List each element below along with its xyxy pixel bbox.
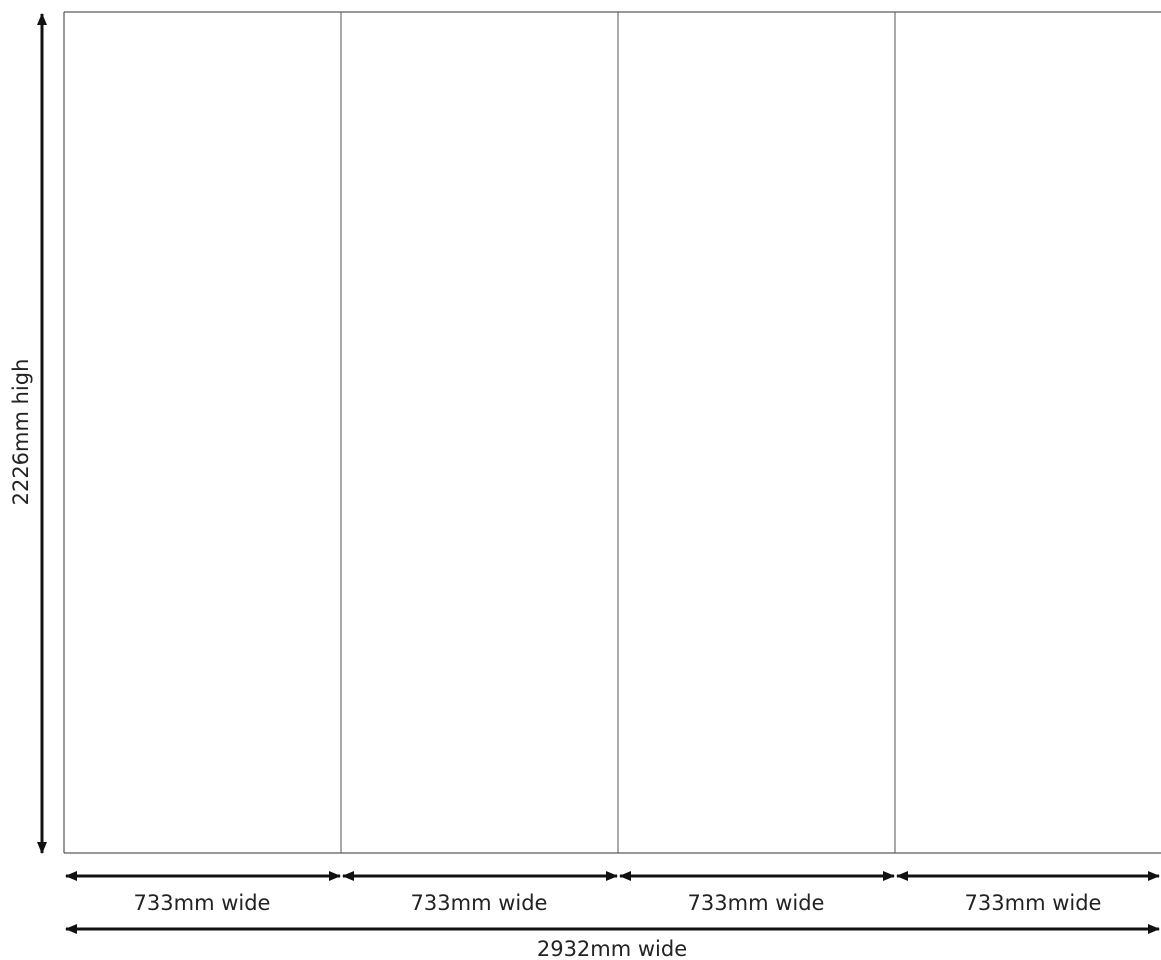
panel-3-width-label: 733mm wide xyxy=(688,891,825,915)
panel-dividers xyxy=(340,12,896,853)
height-label: 2226mm high xyxy=(9,359,33,506)
panel-4-width-label: 733mm wide xyxy=(965,891,1102,915)
panel-1-width-label: 733mm wide xyxy=(134,891,271,915)
total-width-label: 2932mm wide xyxy=(537,937,687,960)
panel-2-width-label: 733mm wide xyxy=(411,891,548,915)
panel-outline xyxy=(63,11,1161,854)
